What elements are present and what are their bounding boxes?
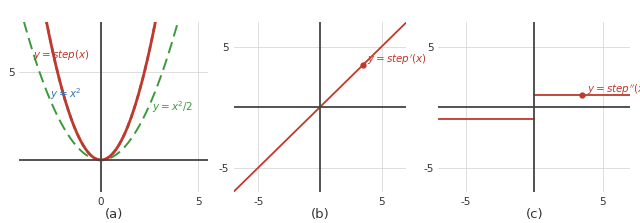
Text: $y = step''(x)$: $y = step''(x)$ (586, 82, 640, 97)
X-axis label: (b): (b) (310, 208, 330, 221)
Text: $y = step'(x)$: $y = step'(x)$ (367, 53, 427, 68)
Text: $y = x^2$: $y = x^2$ (51, 87, 82, 102)
Text: $y = step(x)$: $y = step(x)$ (33, 47, 90, 62)
X-axis label: (a): (a) (104, 208, 123, 221)
X-axis label: (c): (c) (525, 208, 543, 221)
Text: $y = x^2/2$: $y = x^2/2$ (152, 99, 193, 115)
